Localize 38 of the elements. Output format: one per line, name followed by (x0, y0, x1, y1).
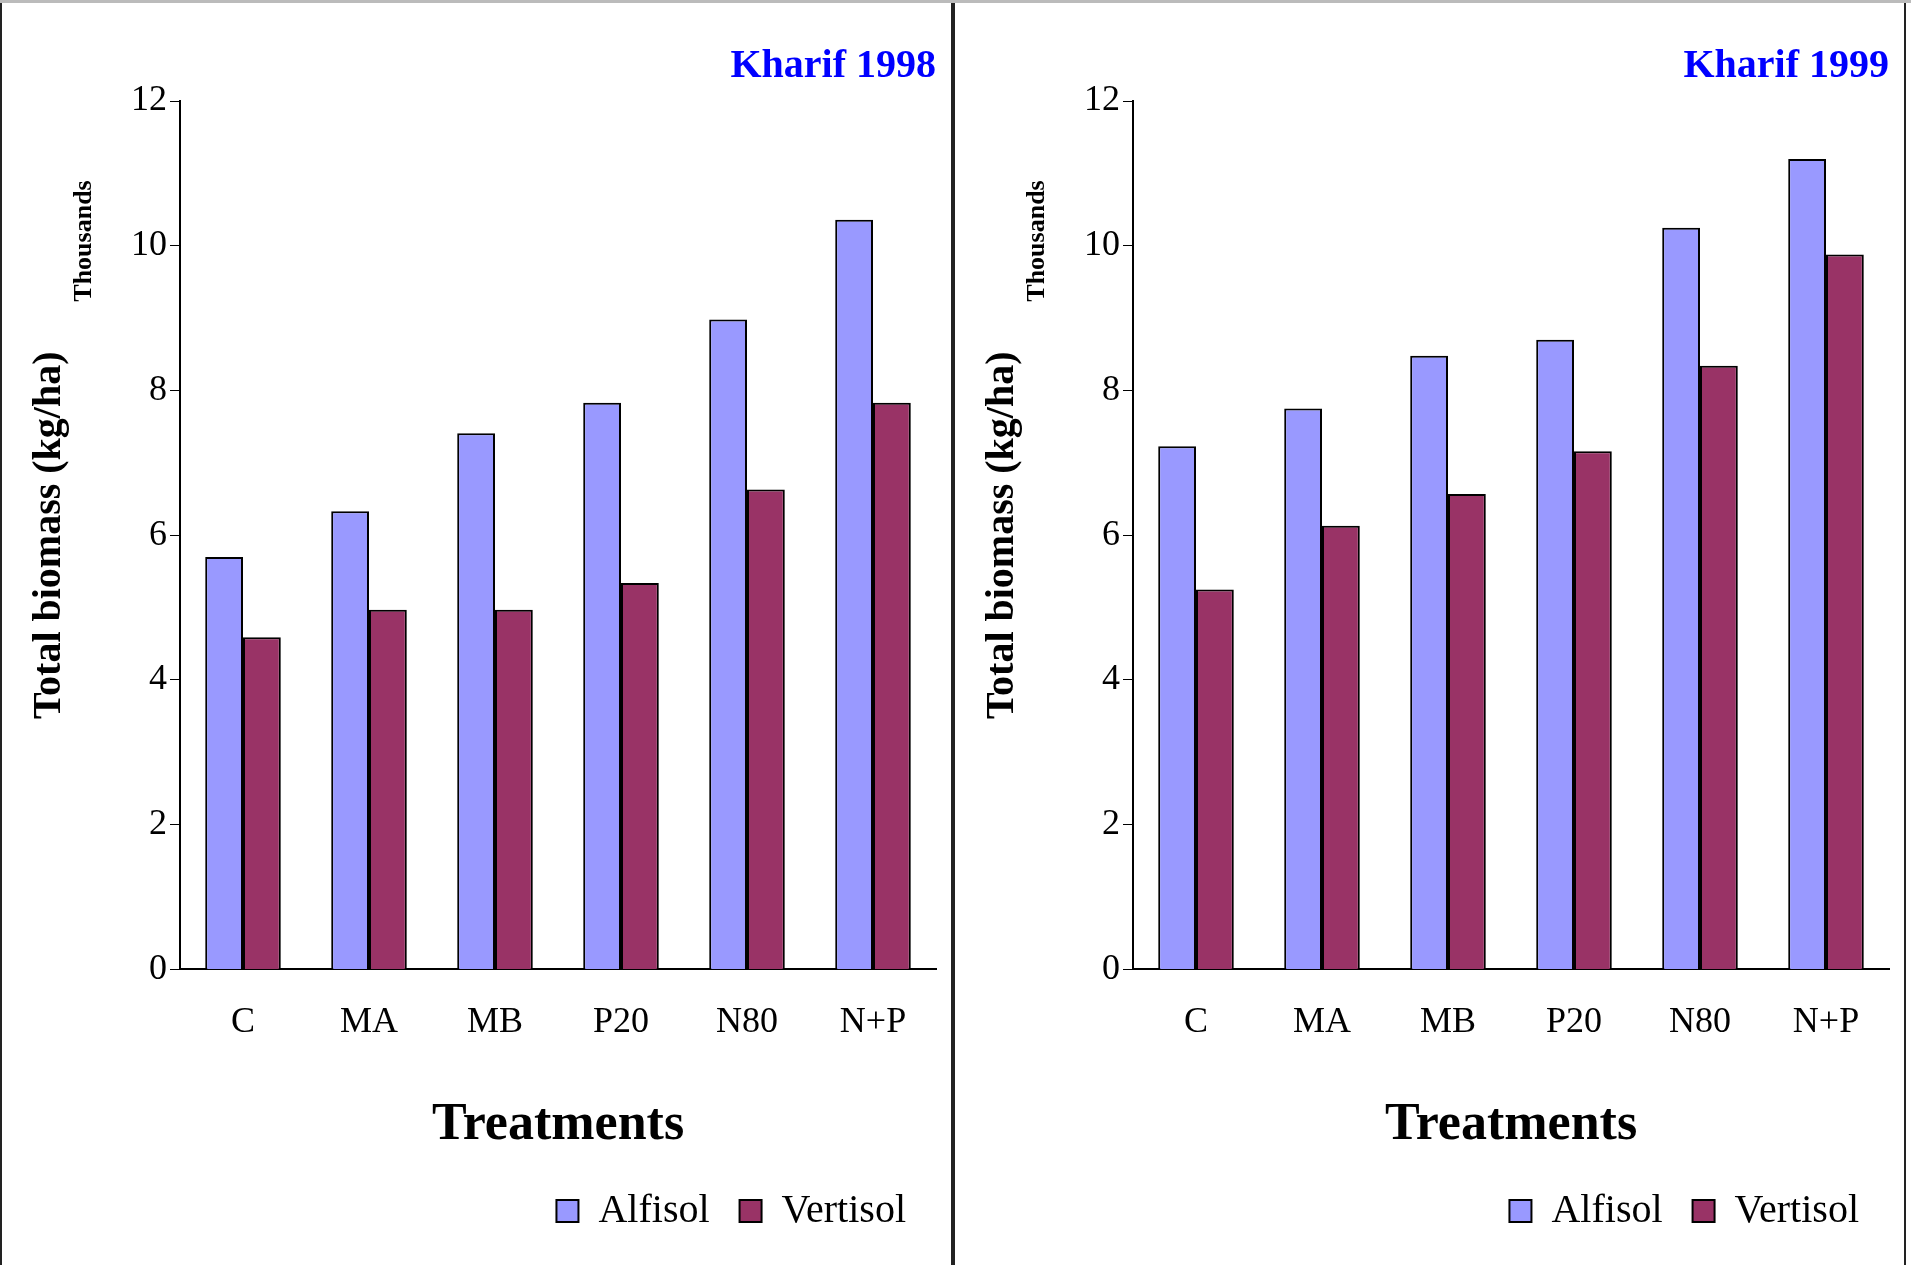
text: Thousands (67, 180, 97, 302)
y-tick-label: 8 (149, 367, 167, 408)
y-tick-label: 12 (131, 78, 167, 119)
x-axis-title: Treatments (1384, 1093, 1638, 1151)
legend-label: Vertisol (781, 1185, 906, 1231)
x-tick-label: P20 (592, 1000, 650, 1041)
y-tick-label: 0 (149, 946, 167, 987)
text: Thousands (1020, 180, 1050, 302)
x-tick-label: N+P (1792, 1000, 1860, 1041)
x-tick-label: MB (466, 1000, 524, 1041)
chart-title: Kharif 1998 (730, 41, 936, 87)
x-tick-label: P20 (1545, 1000, 1603, 1041)
y-tick-label: 2 (1102, 802, 1120, 843)
y-tick-label: 4 (149, 657, 167, 698)
x-tick-label: MA (339, 1000, 399, 1041)
y-axis-title: Total biomass (kg/ha) (24, 351, 70, 719)
y-tick-label: 0 (1102, 946, 1120, 987)
y-tick-label: 6 (1102, 512, 1120, 553)
legend-label: Alfisol (598, 1185, 710, 1231)
x-tick-label: N80 (1669, 1000, 1731, 1041)
x-tick-label: MB (1419, 1000, 1477, 1041)
legend-label: Alfisol (1551, 1185, 1663, 1231)
x-tick-label: C (1183, 1000, 1209, 1041)
y-tick-label: 2 (149, 802, 167, 843)
x-tick-label: C (230, 1000, 256, 1041)
x-tick-label: MA (1292, 1000, 1352, 1041)
chart-title: Kharif 1999 (1683, 41, 1889, 87)
x-tick-label: N+P (839, 1000, 907, 1041)
y-tick-label: 12 (1084, 78, 1120, 119)
y-tick-label: 6 (149, 512, 167, 553)
y-axis-title: Total biomass (kg/ha) (977, 351, 1023, 719)
y-tick-label: 4 (1102, 657, 1120, 698)
y-tick-label: 8 (1102, 367, 1120, 408)
y-tick-label: 10 (131, 223, 167, 264)
y-tick-label: 10 (1084, 223, 1120, 264)
legend-label: Vertisol (1734, 1185, 1859, 1231)
x-axis-title: Treatments (431, 1093, 685, 1151)
x-tick-label: N80 (716, 1000, 778, 1041)
